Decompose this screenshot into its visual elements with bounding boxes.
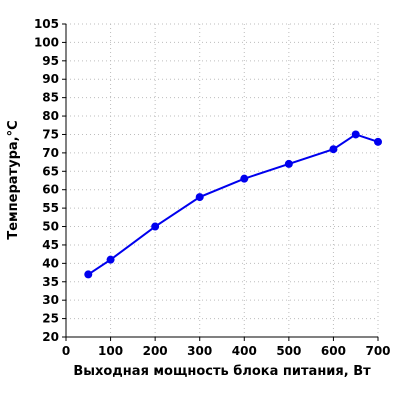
y-tick-label: 30 [42,293,59,307]
y-tick-label: 50 [42,220,59,234]
x-tick-label: 300 [187,344,212,358]
x-tick-label: 0 [62,344,70,358]
series-line [87,133,379,276]
y-tick-label: 85 [42,91,59,105]
data-point [240,174,249,183]
y-tick-label: 55 [42,201,59,215]
x-tick-label: 100 [98,344,123,358]
y-tick-label: 95 [42,54,59,68]
x-tick-label: 700 [365,344,390,358]
x-tick-label: 400 [232,344,257,358]
data-point [329,145,338,154]
y-tick-label: 60 [42,183,59,197]
data-point [195,193,204,202]
x-tick-label: 600 [321,344,346,358]
y-tick-label: 70 [42,146,59,160]
y-tick-label: 75 [42,127,59,141]
y-tick-label: 20 [42,330,59,344]
x-tick-label: 200 [143,344,168,358]
y-tick-label: 35 [42,275,59,289]
data-point [284,159,293,168]
y-tick-label: 105 [34,17,59,31]
axes [65,24,378,338]
y-tick-label: 100 [34,35,59,49]
y-tick-label: 80 [42,109,59,123]
x-tick-label: 500 [276,344,301,358]
series [84,130,382,279]
ticks: 0 100 200 300 400 500 600 700 20 25 30 35 40 45 50 55 60… [34,17,391,358]
y-tick-label: 25 [42,312,59,326]
data-point [351,130,360,139]
grid [66,23,379,337]
y-tick-label: 45 [42,238,59,252]
data-point [151,222,160,231]
data-point [374,137,382,146]
y-axis-title: Температура,°C [6,120,21,239]
data-point [84,270,93,279]
data-point [106,255,115,264]
y-tick-label: 65 [42,164,59,178]
y-tick-label: 90 [42,72,59,86]
y-tick-label: 40 [42,256,59,270]
x-axis-title: Выходная мощность блока питания, Вт [73,364,371,379]
